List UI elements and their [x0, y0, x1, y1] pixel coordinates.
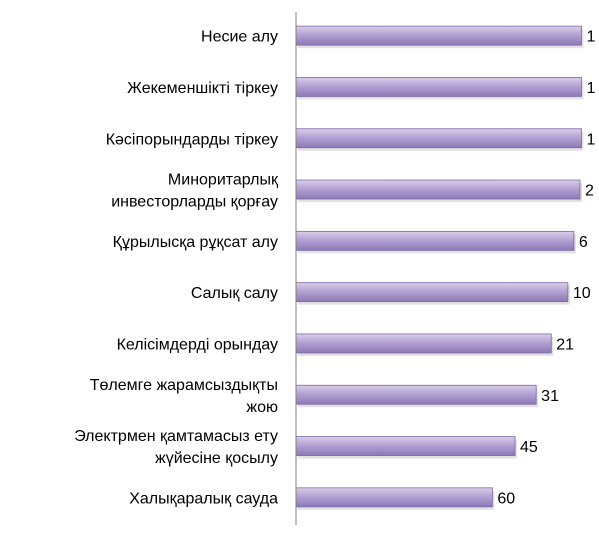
bars-layer	[295, 25, 584, 510]
category-label-line: Электрмен қамтамасыз ету	[74, 428, 278, 445]
value-label: 31	[541, 388, 559, 405]
value-label: 10	[573, 285, 591, 302]
bar	[295, 230, 575, 251]
category-label-line: Келісімдерді орындау	[117, 336, 278, 353]
bar	[295, 384, 537, 405]
category-label-line: Халықаралық сауда	[129, 490, 278, 507]
category-label-line: Несие алу	[201, 29, 278, 46]
category-label: Құрылысқа рұқсат алу	[113, 234, 278, 251]
value-label: 2	[585, 183, 594, 200]
value-label: 21	[556, 336, 574, 353]
category-label-line: Салық салу	[191, 285, 278, 302]
category-label: Электрмен қамтамасыз ету жүйесіне қосылу	[74, 428, 278, 467]
category-labels: Несие алу Жекеменшікті тіркеу Кәсіпорындар…	[74, 29, 279, 508]
category-label: Жекеменшікті тіркеу	[127, 80, 278, 97]
category-label-line: Төлемге жарамсыздықты	[90, 377, 278, 394]
category-label: Кәсіпорындарды тіркеу	[106, 131, 278, 148]
category-label: Келісімдерді орындау	[117, 336, 278, 353]
value-label: 1	[586, 131, 595, 148]
bar	[295, 282, 569, 303]
category-label: Халықаралық сауда	[129, 490, 278, 507]
value-label: 45	[520, 439, 538, 456]
bar	[295, 77, 582, 97]
category-label-line: Құрылысқа рұқсат алу	[113, 234, 278, 251]
category-label: Төлемге жарамсыздықты жою	[90, 377, 278, 416]
category-label: Несие алу	[201, 29, 278, 46]
value-label: 1	[586, 80, 595, 97]
bar	[295, 25, 582, 46]
value-labels: 1 1 1 2 6 10 21 31 45 60	[497, 29, 595, 508]
category-label-line: жүйесіне қосылу	[155, 450, 278, 467]
bar	[295, 333, 552, 354]
bar	[295, 487, 493, 508]
category-label-line: Миноритарлық	[168, 172, 279, 189]
bar	[295, 436, 516, 456]
category-label: Салық салу	[191, 285, 278, 302]
category-label-line: жою	[246, 399, 278, 416]
category-label-line: инвесторларды қорғау	[111, 194, 278, 211]
category-label-line: Жекеменшікті тіркеу	[127, 80, 278, 97]
value-label: 6	[579, 234, 588, 251]
bar	[295, 179, 581, 200]
category-label: Миноритарлық инвесторларды қорғау	[111, 172, 279, 211]
category-label-line: Кәсіпорындарды тіркеу	[106, 131, 278, 148]
bar	[295, 128, 582, 149]
value-label: 60	[497, 490, 515, 507]
value-label: 1	[586, 29, 595, 46]
